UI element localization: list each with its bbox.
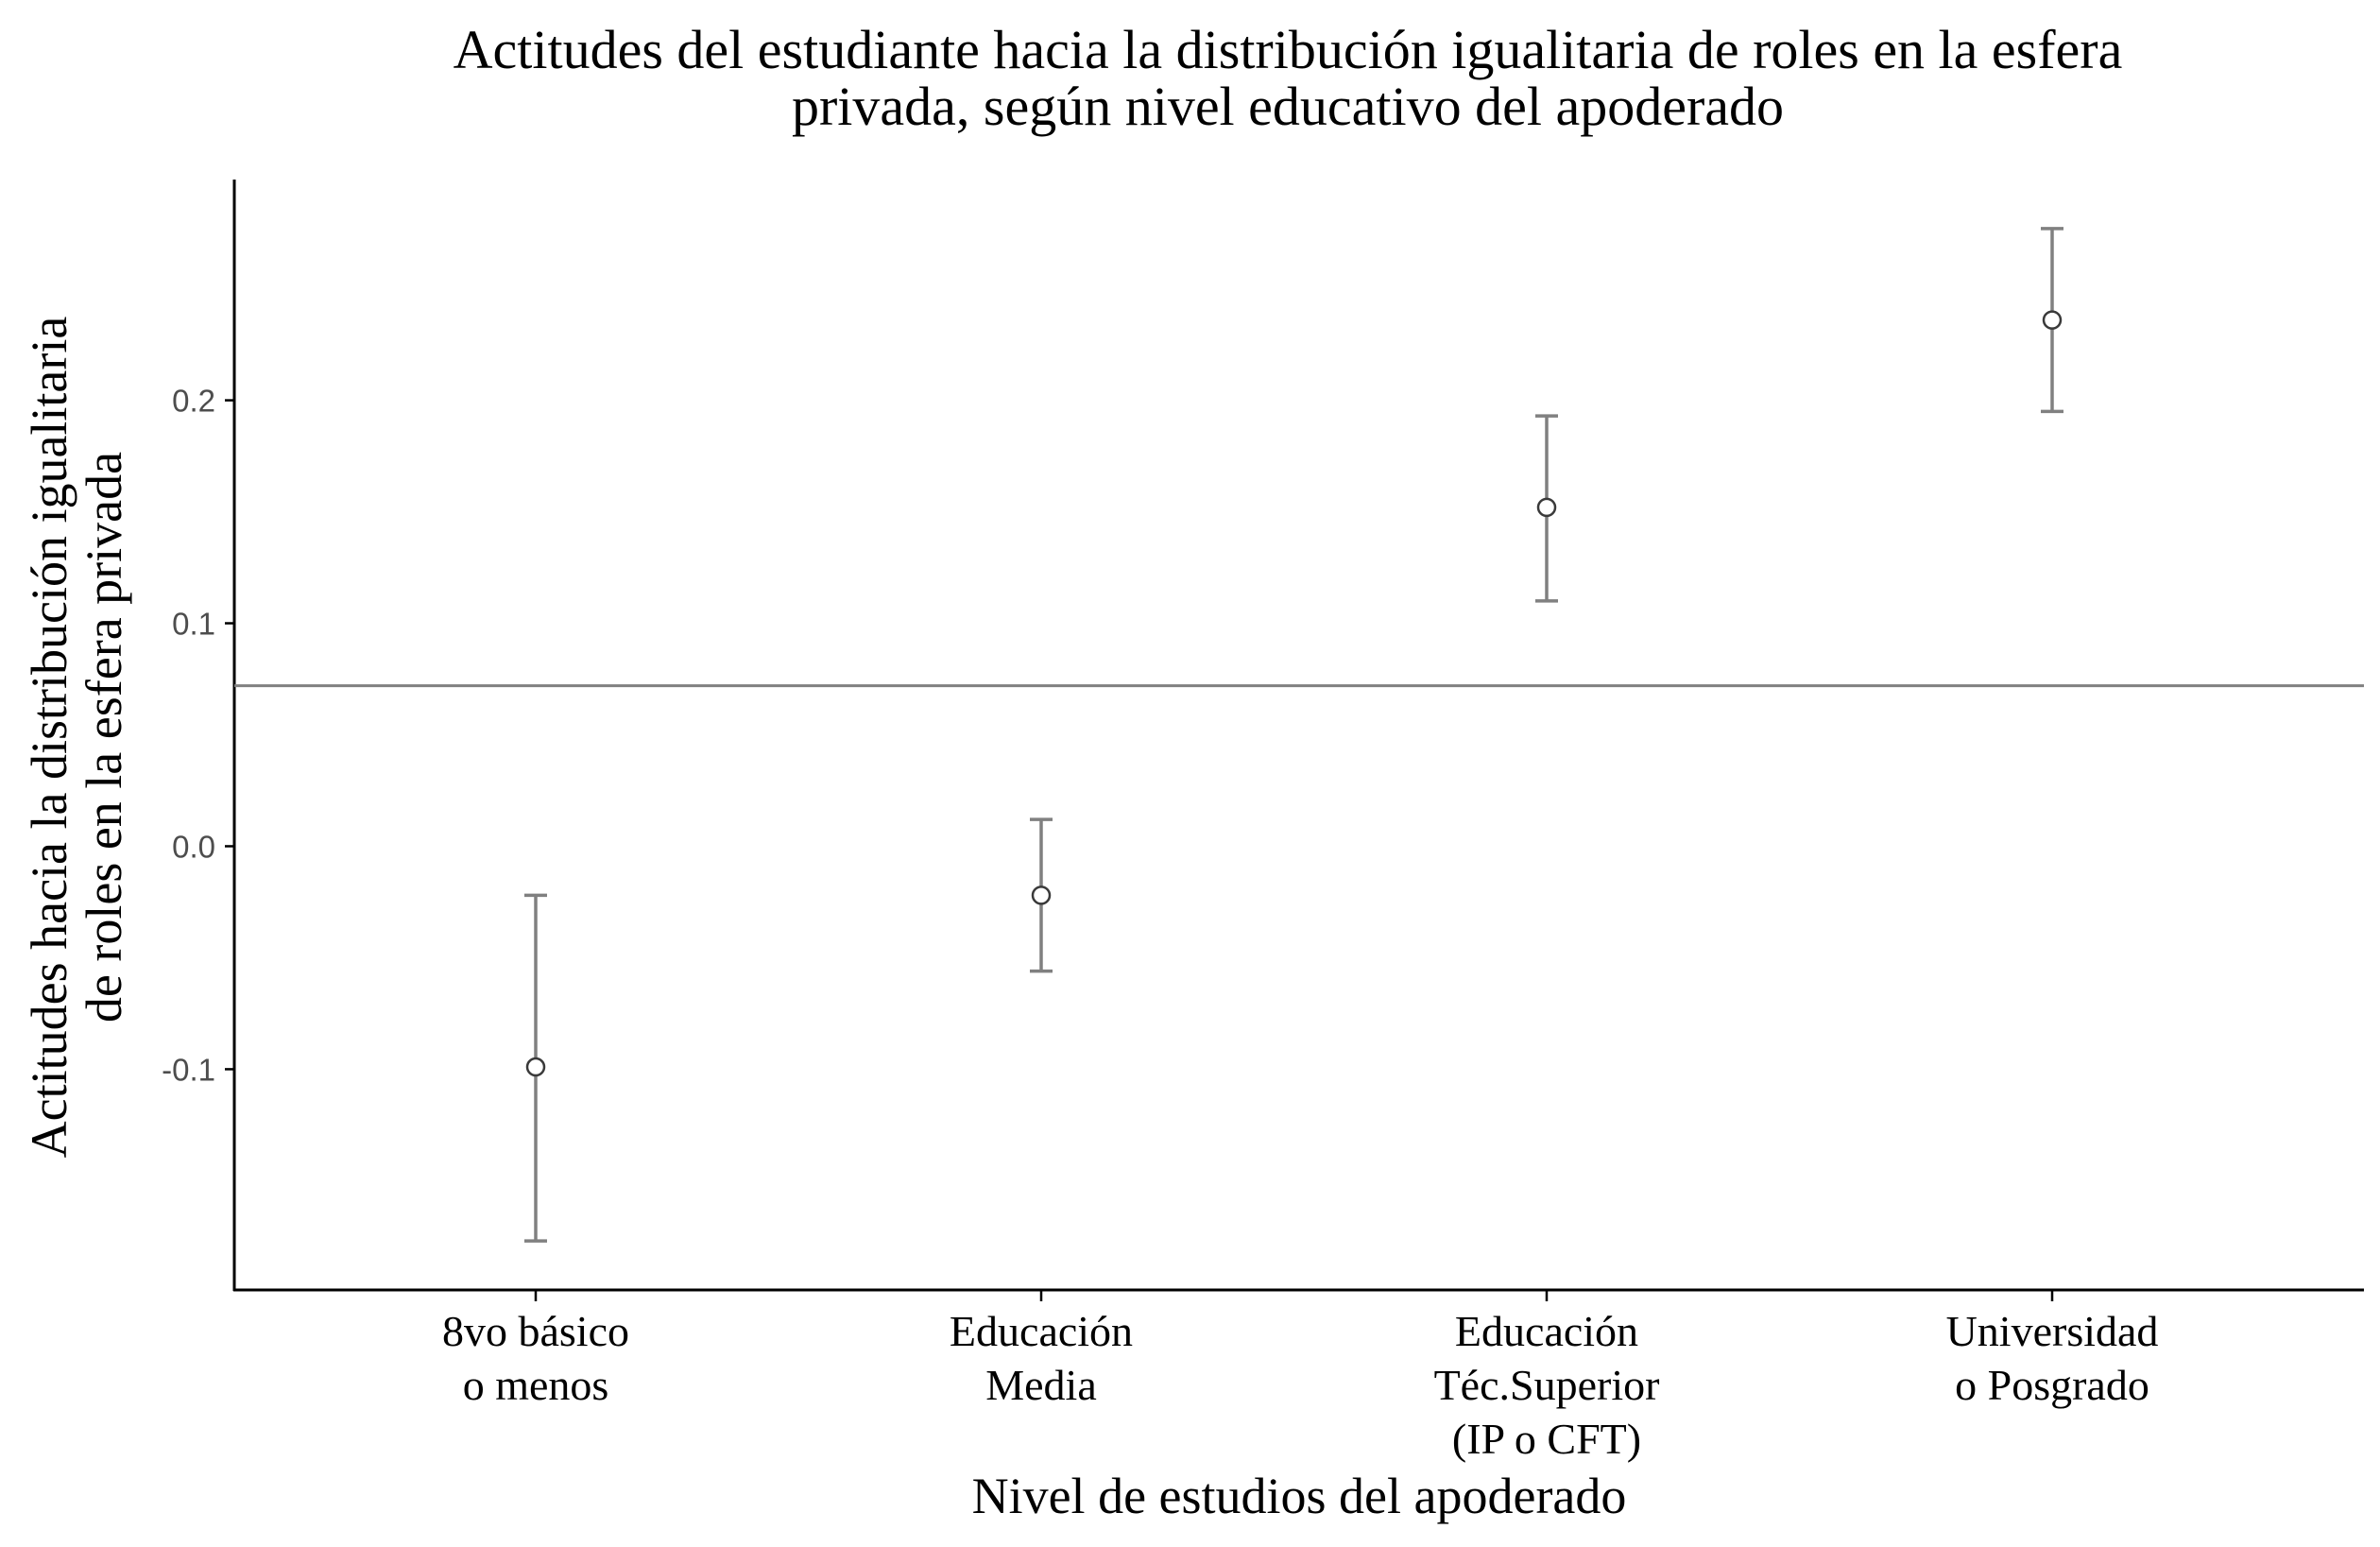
data-point: [1536, 497, 1557, 518]
chart-title-line: Actitudes del estudiante hacia la distri…: [454, 19, 2123, 80]
series: [524, 227, 2063, 1243]
y-tick-label: 0.2: [172, 384, 215, 419]
x-tick-labels: 8vo básico o menos Educación Media Educación…: [442, 1290, 2158, 1463]
x-tick-label: Téc.Superior: [1434, 1361, 1660, 1409]
y-tick-label: 0.1: [172, 607, 215, 642]
y-axis-title: Actitudes hacia la distribución igualita…: [21, 317, 132, 1159]
y-tick-label: 0.0: [172, 829, 215, 864]
chart-title-line: privada, según nivel educativo del apode…: [792, 76, 1784, 137]
x-axis-title-group: Nivel de estudios del apoderado: [972, 1468, 1627, 1524]
x-tick-label: Media: [985, 1361, 1097, 1409]
x-tick-label: Universidad: [1946, 1307, 2159, 1355]
y-tick-label: -0.1: [162, 1052, 215, 1087]
y-axis-title-line: de roles en la esfera privada: [76, 452, 132, 1023]
y-axis-title-line: Actitudes hacia la distribución igualita…: [21, 317, 77, 1159]
y-tick-labels: -0.1 0.0 0.1 0.2: [162, 384, 234, 1087]
x-tick-label: o menos: [463, 1361, 609, 1409]
data-point: [2042, 310, 2063, 330]
x-axis-title: Nivel de estudios del apoderado: [972, 1468, 1627, 1524]
x-tick-label: (IP o CFT): [1452, 1415, 1641, 1463]
axes: [232, 180, 2364, 1292]
x-tick-label: 8vo básico: [442, 1307, 629, 1355]
data-point: [1031, 885, 1052, 905]
chart-title: Actitudes del estudiante hacia la distri…: [454, 19, 2123, 137]
x-tick-label: Educación: [1455, 1307, 1638, 1355]
x-tick-label: o Posgrado: [1955, 1361, 2149, 1409]
data-point: [525, 1057, 546, 1077]
x-tick-label: Educación: [950, 1307, 1133, 1355]
